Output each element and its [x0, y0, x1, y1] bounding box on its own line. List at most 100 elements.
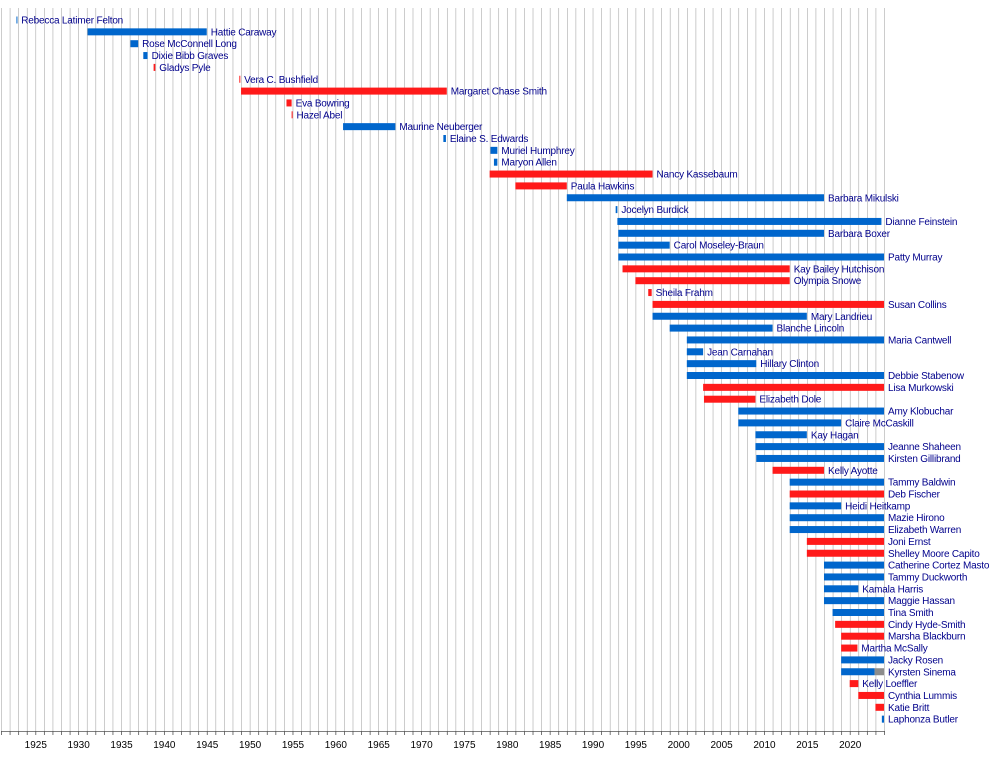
- bar-kyrsten-sinema-1: [841, 668, 875, 676]
- row-label-barbara-mikulski: Barbara Mikulski: [828, 193, 899, 204]
- row-label-deb-fischer: Deb Fischer: [888, 490, 941, 501]
- bar-hattie-caraway: [87, 28, 207, 36]
- row-label-olympia-snowe: Olympia Snowe: [794, 276, 862, 287]
- bar-lisa-murkowski: [703, 383, 884, 391]
- row-label-carol-moseley-braun: Carol Moseley-Braun: [674, 241, 764, 252]
- bar-jeanne-shaheen: [755, 443, 884, 451]
- x-tick-label-1960: 1960: [325, 740, 348, 751]
- row-label-martha-mcsally: Martha McSally: [861, 644, 927, 655]
- x-tick-label-1975: 1975: [453, 740, 476, 751]
- bar-hazel-abel: [291, 111, 293, 119]
- row-label-jocelyn-burdick: Jocelyn Burdick: [621, 205, 689, 216]
- x-axis: 1925 1930 1935 1940 1945 1950 1955 1960 1965 1970…: [1, 731, 885, 751]
- bar-blanche-lincoln: [669, 324, 773, 332]
- row-label-maria-cantwell: Maria Cantwell: [888, 335, 951, 346]
- row-label-patty-murray: Patty Murray: [888, 253, 942, 264]
- row-label-kyrsten-sinema: Kyrsten Sinema: [888, 667, 956, 678]
- bar-maryon-allen: [493, 158, 498, 166]
- x-tick-label-1965: 1965: [368, 740, 391, 751]
- bar-sheila-frahm: [648, 289, 652, 297]
- bar-paula-hawkins: [515, 182, 567, 190]
- bar-nancy-kassebaum: [489, 170, 653, 178]
- bar-catherine-cortez-masto: [823, 561, 884, 569]
- bar-amy-klobuchar: [738, 407, 884, 415]
- row-label-paula-hawkins: Paula Hawkins: [571, 181, 635, 192]
- row-label-lisa-murkowski: Lisa Murkowski: [888, 383, 954, 394]
- bar-jocelyn-burdick: [615, 206, 618, 214]
- bar-kamala-harris: [823, 585, 859, 593]
- x-tick-label-1940: 1940: [153, 740, 176, 751]
- row-label-catherine-cortez-masto: Catherine Cortez Masto: [888, 561, 990, 572]
- bar-susan-collins: [652, 300, 884, 308]
- row-label-shelley-moore-capito: Shelley Moore Capito: [888, 549, 980, 560]
- row-label-heidi-heitkamp: Heidi Heitkamp: [845, 501, 911, 512]
- row-label-dixie-bibb-graves: Dixie Bibb Graves: [152, 51, 229, 62]
- bar-kirsten-gillibrand: [756, 454, 884, 462]
- row-label-eva-bowring: Eva Bowring: [296, 98, 350, 109]
- bar-cindy-hyde-smith: [835, 620, 884, 628]
- bar-eva-bowring: [286, 99, 292, 107]
- row-label-dianne-feinstein: Dianne Feinstein: [885, 217, 957, 228]
- bar-claire-mccaskill: [738, 419, 842, 427]
- row-label-hazel-abel: Hazel Abel: [296, 110, 342, 121]
- bar-deb-fischer: [789, 490, 884, 498]
- bar-dianne-feinstein: [617, 217, 882, 225]
- bar-tammy-baldwin: [789, 478, 884, 486]
- x-tick-label-1985: 1985: [539, 740, 562, 751]
- row-label-amy-klobuchar: Amy Klobuchar: [888, 407, 954, 418]
- bar-maurine-neuberger: [343, 123, 396, 131]
- row-label-rose-mcconnell-long: Rose McConnell Long: [142, 39, 237, 50]
- bar-vera-c-bushfield: [239, 75, 241, 83]
- bar-tina-smith: [832, 609, 884, 616]
- x-tick-label-1970: 1970: [410, 740, 433, 751]
- bar-elizabeth-dole: [703, 395, 756, 403]
- x-tick-label-1945: 1945: [196, 740, 219, 751]
- bar-debbie-stabenow: [686, 372, 884, 379]
- row-label-vera-c-bushfield: Vera C. Bushfield: [244, 75, 318, 86]
- row-label-susan-collins: Susan Collins: [888, 300, 947, 311]
- x-tick-label-2015: 2015: [796, 740, 819, 751]
- x-tick-label-1980: 1980: [496, 740, 519, 751]
- row-label-jacky-rosen: Jacky Rosen: [888, 655, 943, 666]
- bar-kelly-loeffler: [849, 680, 859, 688]
- bar-kay-hagan: [755, 431, 807, 439]
- bar-cynthia-lummis: [858, 691, 884, 699]
- bar-barbara-boxer: [618, 229, 824, 237]
- row-label-kay-hagan: Kay Hagan: [811, 430, 859, 441]
- bar-tammy-duckworth: [823, 573, 884, 581]
- x-tick-label-1950: 1950: [239, 740, 262, 751]
- row-label-kelly-ayotte: Kelly Ayotte: [828, 466, 878, 477]
- row-label-marsha-blackburn: Marsha Blackburn: [888, 632, 965, 643]
- bar-joni-ernst: [806, 537, 884, 545]
- row-label-maurine-neuberger: Maurine Neuberger: [399, 122, 483, 133]
- bar-jean-carnahan: [686, 348, 704, 356]
- bar-olympia-snowe: [635, 277, 790, 285]
- row-label-katie-britt: Katie Britt: [888, 703, 930, 714]
- row-label-blanche-lincoln: Blanche Lincoln: [777, 324, 845, 335]
- x-tick-label-2020: 2020: [839, 740, 862, 751]
- bar-maggie-hassan: [823, 597, 884, 605]
- bar-heidi-heitkamp: [789, 502, 842, 510]
- row-label-cynthia-lummis: Cynthia Lummis: [888, 691, 957, 702]
- bar-marsha-blackburn: [841, 632, 884, 640]
- row-label-hattie-caraway: Hattie Caraway: [211, 27, 277, 38]
- bar-katie-britt: [875, 703, 884, 711]
- bar-gladys-pyle: [153, 63, 156, 71]
- row-label-nancy-kassebaum: Nancy Kassebaum: [657, 170, 738, 181]
- x-tick-label-1990: 1990: [582, 740, 605, 751]
- row-label-maryon-allen: Maryon Allen: [501, 158, 556, 169]
- bar-barbara-mikulski: [566, 194, 824, 202]
- row-label-kelly-loeffler: Kelly Loeffler: [862, 679, 918, 690]
- row-label-kirsten-gillibrand: Kirsten Gillibrand: [888, 454, 961, 465]
- x-tick-label-2010: 2010: [753, 740, 776, 751]
- row-label-joni-ernst: Joni Ernst: [888, 537, 931, 548]
- bar-shelley-moore-capito: [806, 549, 884, 557]
- row-label-tina-smith: Tina Smith: [888, 608, 933, 619]
- row-label-margaret-chase-smith: Margaret Chase Smith: [451, 87, 547, 98]
- bar-patty-murray: [618, 253, 884, 261]
- row-label-mazie-hirono: Mazie Hirono: [888, 513, 945, 524]
- row-label-barbara-boxer: Barbara Boxer: [828, 229, 891, 240]
- bar-kelly-ayotte: [772, 466, 824, 474]
- x-tick-label-1935: 1935: [110, 740, 133, 751]
